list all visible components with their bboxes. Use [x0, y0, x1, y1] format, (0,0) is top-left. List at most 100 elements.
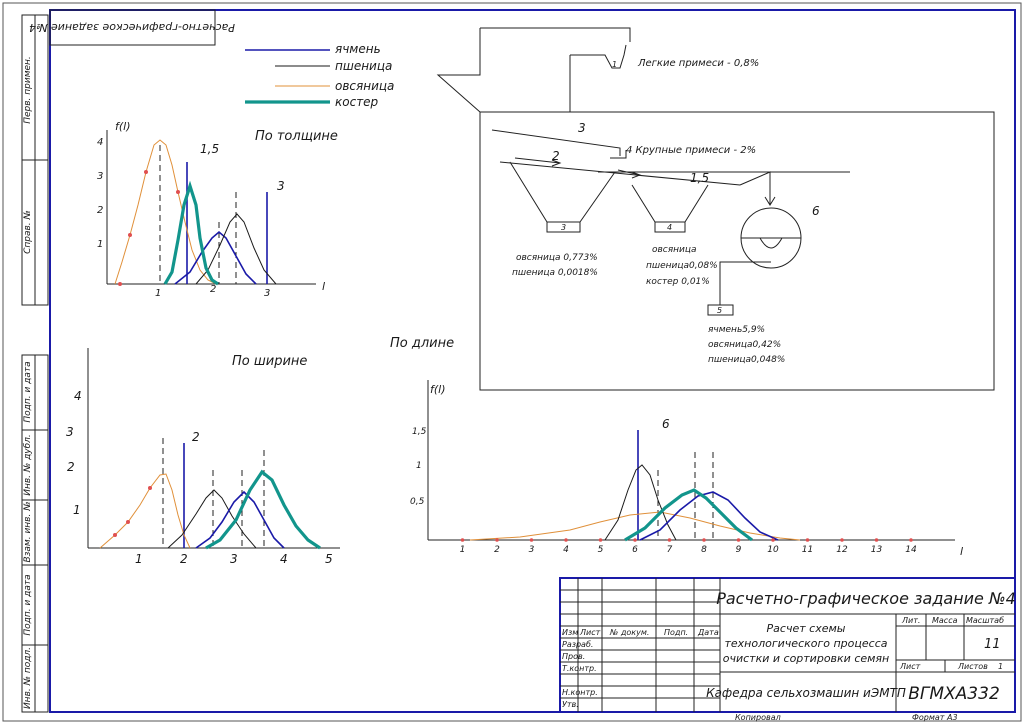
legend-label-wheat: пшеница [335, 59, 392, 73]
chart2-point [126, 520, 130, 524]
chart1-title: По толщине [255, 129, 338, 144]
scheme-box-3 [546, 221, 581, 233]
tb-row: Н.контр. [562, 688, 598, 697]
tb-col: Изм [562, 628, 578, 637]
scheme-hopper-4 [631, 184, 709, 223]
scheme-box3-line: овсяница 0,773% [516, 253, 598, 263]
chart3-xtick: 5 [598, 545, 604, 555]
top-stamp-box [49, 9, 216, 46]
chart3-axis-dots [460, 538, 913, 542]
chart-thickness: По толщине f(l) l 1 2 3 4 1 2 3 1,5 3 [97, 120, 338, 299]
chart1-xlabel: l [322, 280, 325, 293]
scheme-box3-line: пшеница 0,0018% [512, 268, 598, 278]
chart3-xtick: 4 [563, 545, 569, 555]
tb-subtitle: очистки и сортировки семян [723, 652, 890, 665]
scheme-box4-line: костер 0,01% [646, 277, 710, 287]
chart3-axis-dot [909, 538, 913, 542]
scheme-label-2: 2 [552, 149, 560, 163]
chart3-ytick: 1,5 [412, 427, 427, 437]
chart3-curve-brome [624, 488, 753, 542]
chart1-ytick: 2 [97, 205, 103, 216]
tb-sheets: Листов [957, 662, 988, 671]
chart3-axis-dot [529, 538, 534, 542]
chart1-ytick: 1 [97, 239, 103, 250]
chart1-ylabel: f(l) [115, 120, 131, 133]
tb-row: Т.контр. [562, 664, 597, 673]
chart1-curve-brome [163, 180, 219, 286]
chart3-xtick: 14 [905, 545, 917, 555]
side-label: Подп. и дата [23, 361, 33, 422]
chart2-xtick: 5 [325, 552, 333, 566]
chart1-marker-label: 1,5 [200, 142, 219, 156]
chart3-xtick: 9 [736, 545, 742, 555]
scheme-hopper-3 [509, 161, 616, 223]
legend: ячмень пшеница овсяница костер [245, 42, 394, 109]
tb-scale-value: 11 [984, 637, 1001, 652]
scheme-label-1: 1 [612, 60, 617, 69]
chart2-curve-barley [195, 490, 285, 549]
scheme-box5-line: ячмень5,9% [708, 325, 765, 335]
tb-col: № докум. [609, 628, 649, 637]
chart3-xlabel: l [960, 545, 963, 558]
chart3-ytick: 0,5 [410, 497, 425, 507]
chart3-axis-dot [667, 538, 672, 542]
chart2-point [148, 486, 152, 490]
legend-label-brome: костер [335, 95, 379, 109]
chart3-xtick: 2 [494, 545, 500, 555]
process-scheme: 1 Легкие примеси - 0,8% 3 4 Крупные прим… [436, 27, 995, 391]
chart1-xtick: 2 [210, 284, 216, 295]
chart1-xtick: 1 [155, 288, 161, 299]
tb-dept: Кафедра сельхозмашин иЭМТП [706, 686, 906, 700]
tb-col: Дата [697, 628, 719, 637]
chart3-axis-dot [771, 538, 775, 542]
chart3-xtick: 13 [871, 545, 883, 555]
chart1-point [176, 190, 180, 194]
chart2-title: По ширине [232, 354, 307, 369]
chart3-title: По длине [390, 336, 454, 351]
tb-row: Утв. [562, 700, 579, 709]
scheme-label-box4: 4 [667, 223, 672, 232]
chart3-axis-dot [495, 538, 499, 542]
side-label: Взам. инв. № [23, 501, 33, 562]
chart3-xtick: 3 [529, 545, 535, 555]
scheme-arrow-2 [514, 157, 562, 167]
scheme-label-box3: 3 [561, 223, 566, 232]
chart3-xtick: 6 [632, 545, 638, 555]
tb-main-title: Расчетно-графическое задание №4 [716, 589, 1016, 608]
chart2-xtick: 4 [280, 552, 288, 566]
chart3-xticks: 1 2 3 4 5 6 7 8 9 10 11 12 13 14 [460, 545, 917, 555]
chart3-curve-wheat [604, 464, 677, 541]
tb-row: Разраб. [562, 640, 593, 649]
tb-lit: Лит. [901, 616, 920, 625]
chart2-ytick: 2 [67, 460, 75, 474]
chart2-curve-brome [205, 469, 321, 550]
scheme-sieve-2 [499, 161, 850, 186]
chart2-ytick: 1 [73, 503, 81, 517]
chart1-marker-label: 3 [277, 179, 285, 193]
chart3-axis-dot [598, 538, 603, 542]
chart3-xtick: 11 [802, 545, 813, 555]
chart1-ytick: 3 [97, 171, 103, 182]
tb-format: Формат А3 [912, 713, 958, 722]
chart1-point [144, 170, 148, 174]
tb-code: ВГМХА332 [908, 684, 1000, 704]
chart3-xtick: 8 [701, 545, 707, 555]
chart2-xtick: 1 [135, 552, 143, 566]
drawing-frame [49, 9, 1016, 713]
side-label: Подп. и дата [23, 574, 33, 635]
chart1-ytick: 4 [97, 137, 103, 148]
side-label: Перв. примен. [23, 56, 33, 124]
chart1-point [128, 233, 132, 237]
chart3-marker-label: 6 [662, 417, 670, 431]
chart3-axis-dot [840, 538, 844, 542]
chart-length: По длине f(l) l 0,5 1 1,5 1 2 3 4 5 6 7 8 9 10 11 1… [390, 336, 963, 558]
scheme-label-3: 3 [578, 121, 586, 135]
chart3-curve-barley [639, 491, 779, 541]
chart3-ytick: 1 [416, 461, 422, 471]
scheme-box-4 [654, 221, 686, 233]
chart3-ylabel: f(l) [430, 383, 446, 396]
side-label: Инв. № дубл. [23, 434, 33, 496]
chart3-xtick: 7 [667, 545, 673, 555]
side-label: Справ. № [23, 210, 33, 254]
